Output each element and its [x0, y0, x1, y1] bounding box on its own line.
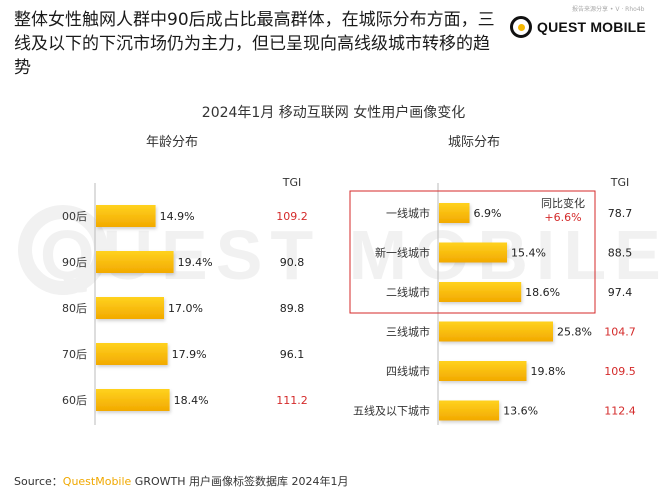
bar-value-label: 25.8% — [557, 326, 592, 339]
tgi-value: 89.8 — [280, 302, 305, 315]
category-label: 00后 — [62, 210, 87, 223]
category-label: 新一线城市 — [375, 246, 430, 260]
category-label: 70后 — [62, 348, 87, 361]
quest-mobile-logo: QUEST MOBILE — [510, 10, 660, 46]
tgi-value: 96.1 — [280, 348, 305, 361]
bar — [439, 282, 522, 302]
logo-tag: 报告来源分享 • V · Rho4b — [572, 6, 645, 13]
bar-value-label: 18.4% — [174, 394, 209, 407]
tgi-value: 104.7 — [604, 326, 636, 339]
tgi-header: TGI — [282, 176, 302, 189]
category-label: 四线城市 — [386, 364, 430, 378]
panel-title: 城际分布 — [448, 135, 500, 150]
bar — [96, 251, 174, 273]
category-label: 五线及以下城市 — [353, 404, 430, 418]
tgi-value: 78.7 — [608, 207, 633, 220]
bar-value-label: 19.8% — [530, 365, 565, 378]
annotation-label: 同比变化 — [541, 196, 585, 210]
chart-title: 2024年1月 移动互联网 女性用户画像变化 — [201, 105, 466, 121]
source-line: Source：QuestMobile GROWTH 用户画像标签数据库 2024… — [14, 473, 349, 489]
category-label: 二线城市 — [386, 285, 430, 299]
source-prefix: Source： — [14, 475, 63, 488]
source-brand: QuestMobile — [62, 475, 132, 488]
bar-value-label: 13.6% — [503, 405, 538, 418]
bar-value-label: 19.4% — [178, 256, 213, 269]
panel-title: 年龄分布 — [146, 135, 198, 150]
tgi-value: 109.5 — [604, 365, 636, 378]
highlight-box — [349, 190, 596, 314]
bar-value-label: 18.6% — [525, 286, 560, 299]
tgi-value: 90.8 — [280, 256, 305, 269]
logo-ring-icon — [510, 16, 532, 38]
tgi-header: TGI — [610, 176, 630, 189]
tgi-value: 109.2 — [276, 210, 308, 223]
bar-value-label: 17.0% — [168, 302, 203, 315]
category-label: 一线城市 — [386, 206, 430, 220]
bar — [96, 205, 156, 227]
logo-dot-icon — [518, 24, 525, 31]
bar — [96, 389, 170, 411]
headline: 整体女性触网人群中90后成占比最高群体，在城际分布方面，三线及以下的下沉市场仍为… — [14, 10, 495, 78]
tgi-value: 88.5 — [608, 247, 633, 260]
bar — [439, 400, 500, 421]
bar-value-label: 15.4% — [511, 247, 546, 260]
bar — [439, 203, 470, 223]
tgi-value: 97.4 — [608, 286, 633, 299]
bar-value-label: 6.9% — [473, 207, 501, 220]
bar — [96, 343, 168, 365]
category-label: 60后 — [62, 394, 87, 407]
category-label: 90后 — [62, 256, 87, 269]
category-label: 三线城市 — [386, 325, 430, 339]
bar — [439, 242, 508, 263]
bar — [439, 321, 553, 342]
bar — [439, 361, 527, 381]
bar-value-label: 17.9% — [172, 348, 207, 361]
source-rest: GROWTH 用户画像标签数据库 2024年1月 — [131, 475, 349, 488]
category-label: 80后 — [62, 302, 87, 315]
bar — [96, 297, 164, 319]
annotation-value: +6.6% — [544, 211, 581, 224]
logo-text: QUEST MOBILE — [537, 19, 646, 35]
tgi-value: 111.2 — [276, 394, 308, 407]
bar-value-label: 14.9% — [160, 210, 195, 223]
tgi-value: 112.4 — [604, 405, 636, 418]
